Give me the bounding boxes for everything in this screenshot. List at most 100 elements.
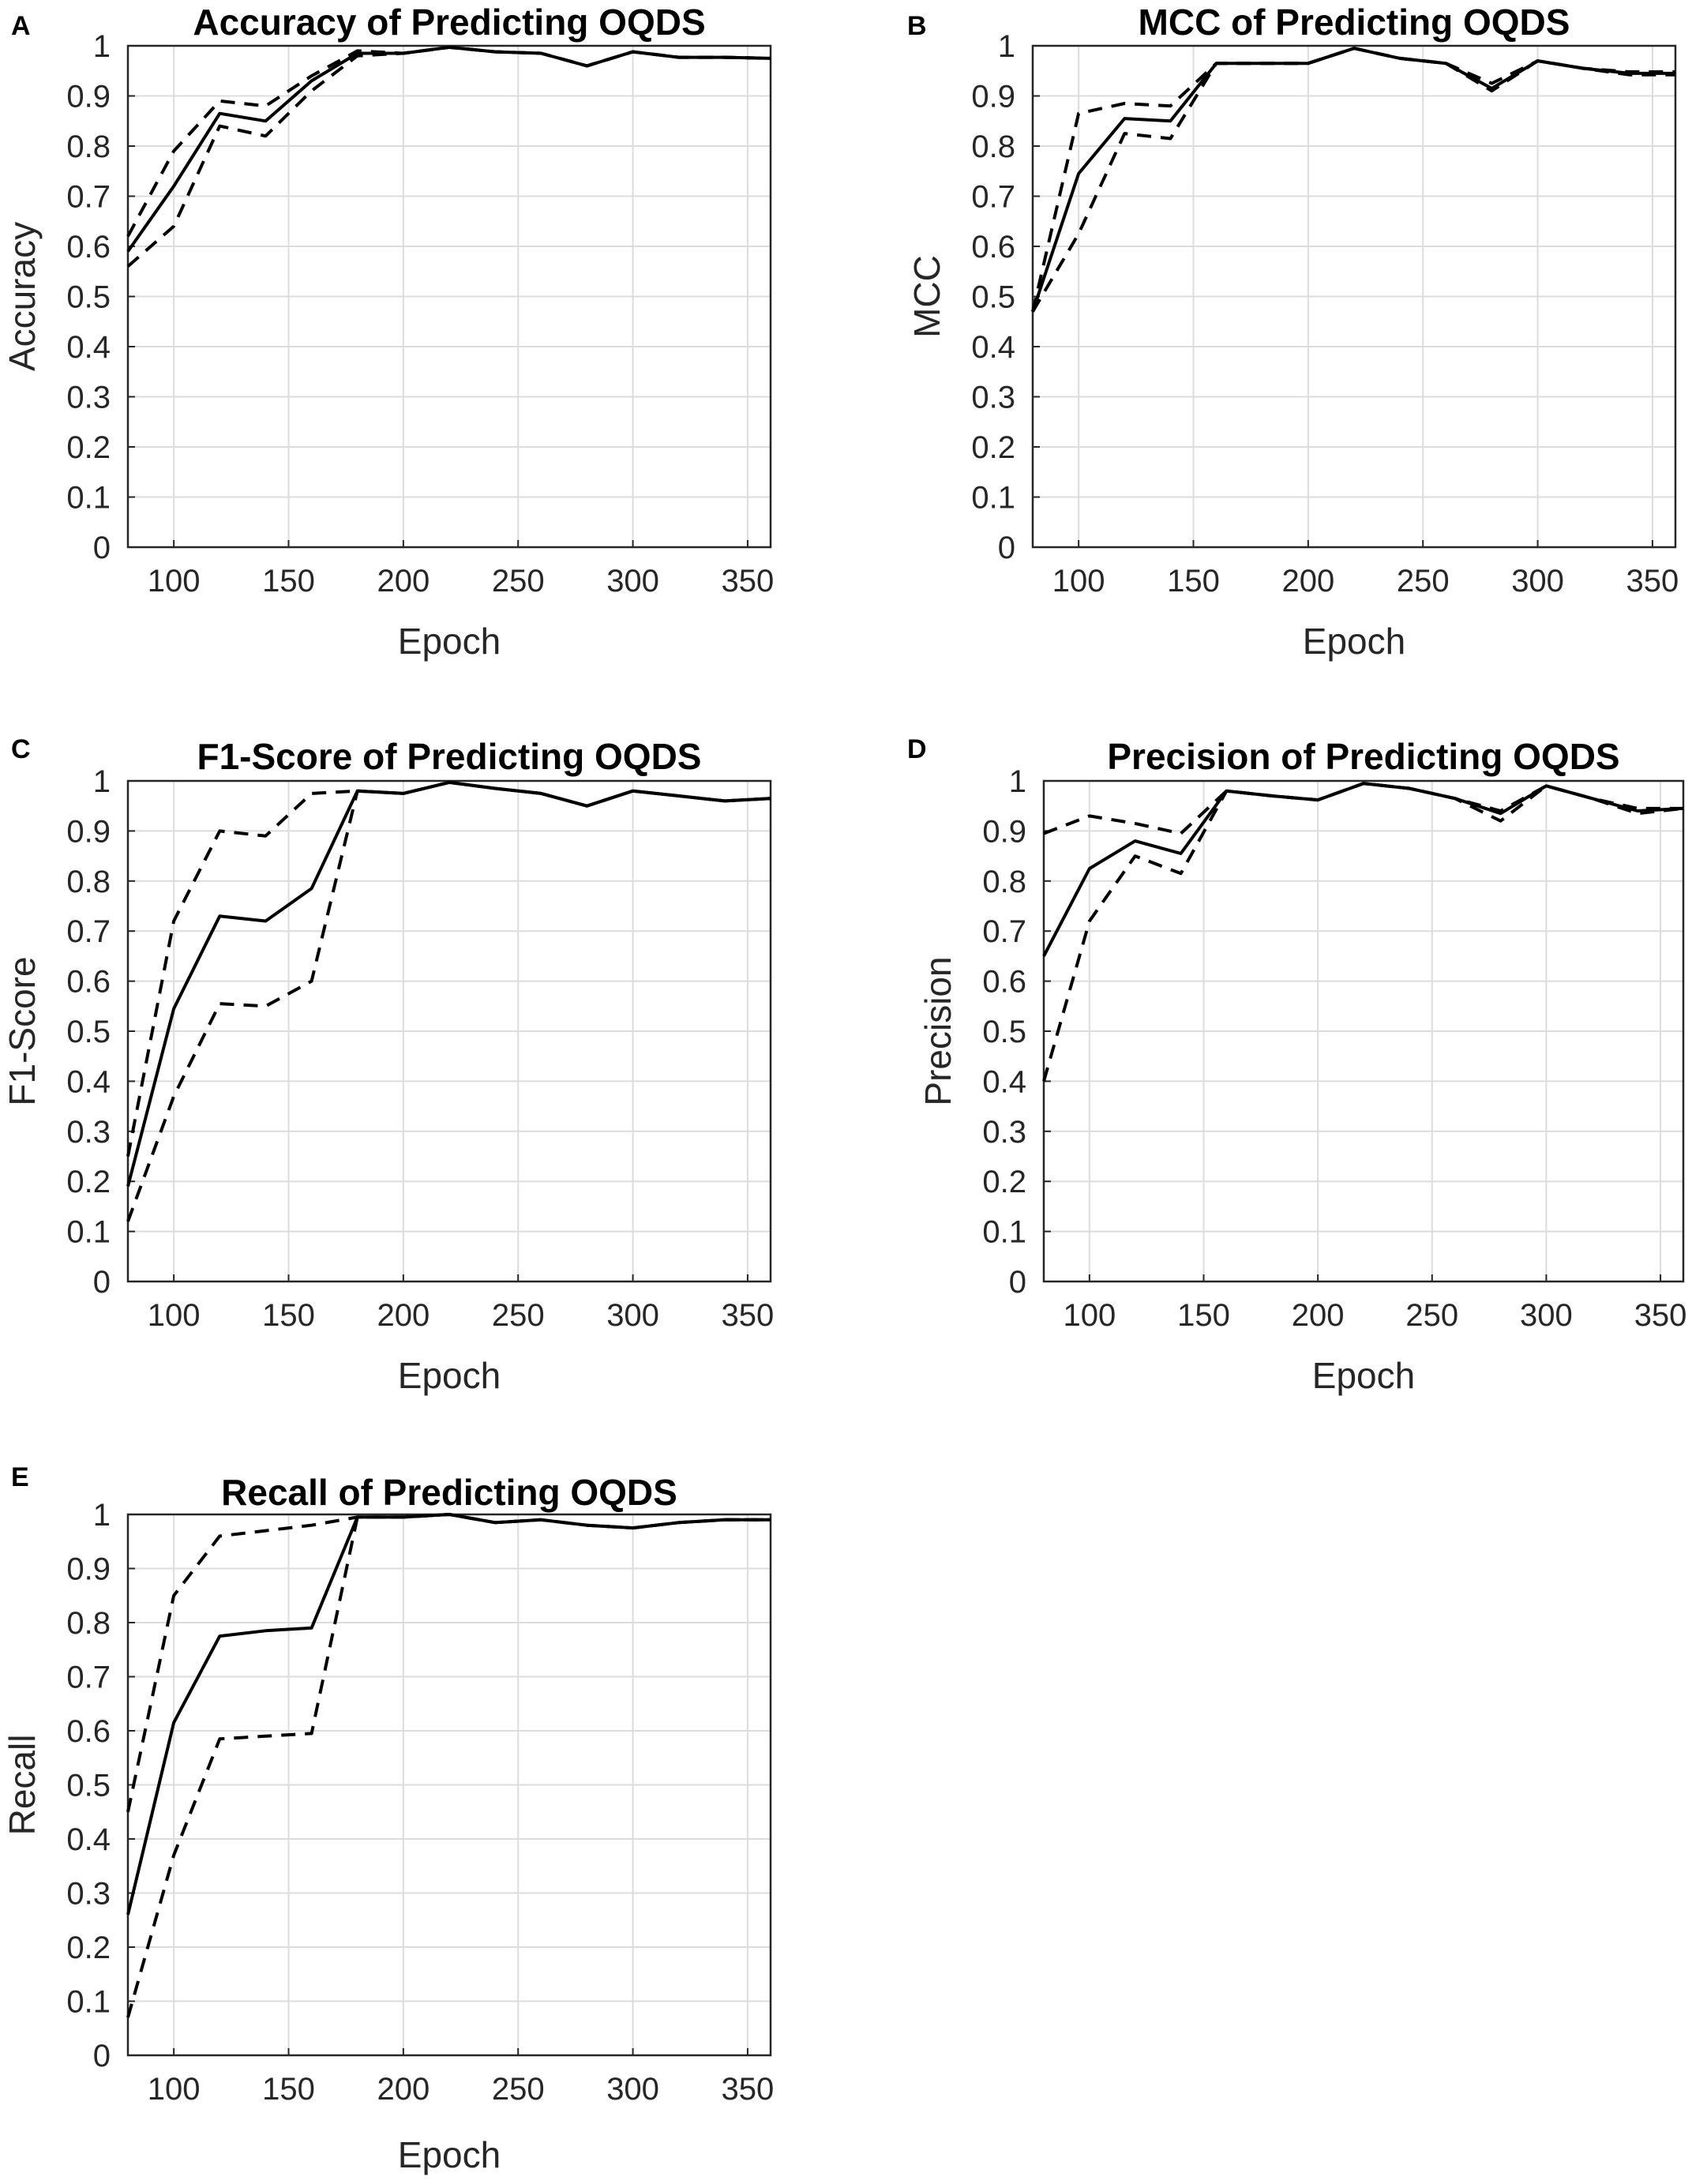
x-tick-label: 200 bbox=[377, 564, 430, 599]
x-tick-label: 200 bbox=[1281, 564, 1334, 599]
x-tick-label: 150 bbox=[262, 2072, 315, 2107]
y-tick-label: 0.3 bbox=[971, 381, 1015, 415]
series-line-mean bbox=[126, 780, 771, 1188]
x-tick-label: 300 bbox=[606, 2072, 659, 2107]
chart-panel-c: 0 0.1 0.2 0.3 0.4 0.5 0.6 0.7 0.8 0.9 1 100 150 200 25… bbox=[2, 734, 774, 1396]
series-line-mean bbox=[1031, 47, 1675, 313]
y-tick-label: 0.9 bbox=[66, 1552, 111, 1587]
y-tick-label: 0.7 bbox=[982, 914, 1026, 949]
y-tick-label: 0.8 bbox=[971, 129, 1015, 164]
y-tick-label: 0.5 bbox=[982, 1015, 1026, 1049]
x-tick-label: 250 bbox=[492, 1298, 545, 1333]
y-tick-label: 0.8 bbox=[66, 1606, 111, 1641]
x-tick-label: 300 bbox=[1511, 564, 1564, 599]
y-tick-label: 0.9 bbox=[66, 814, 111, 849]
series-line-upper-bound bbox=[126, 780, 771, 1157]
y-tick-label: 0 bbox=[1009, 1265, 1026, 1300]
x-tick-label: 350 bbox=[722, 1298, 775, 1333]
x-tick-label: 200 bbox=[377, 2072, 430, 2107]
x-tick-label: 100 bbox=[148, 2072, 201, 2107]
chart-panel-e: 0 0.1 0.2 0.3 0.4 0.5 0.6 0.7 0.8 0.9 1 100 150 200 25… bbox=[2, 1462, 774, 2175]
y-tick-label: 1 bbox=[93, 29, 111, 64]
y-tick-label: 0.2 bbox=[66, 1931, 111, 1965]
series-line-mean bbox=[126, 45, 771, 253]
x-tick-label: 250 bbox=[1405, 1298, 1458, 1333]
x-tick-label: 350 bbox=[1626, 564, 1679, 599]
y-tick-label: 0.6 bbox=[971, 230, 1015, 265]
chart-title: MCC of Predicting OQDS bbox=[1139, 2, 1570, 43]
chart-panel-a: 0 0.1 0.2 0.3 0.4 0.5 0.6 0.7 0.8 0.9 1 100 150 200 25… bbox=[2, 2, 774, 662]
y-tick-label: 0.4 bbox=[66, 1822, 111, 1857]
y-tick-label: 0.6 bbox=[66, 1714, 111, 1749]
x-tick-label: 150 bbox=[262, 564, 315, 599]
y-tick-label: 0.5 bbox=[66, 280, 111, 315]
x-tick-label: 100 bbox=[1052, 564, 1105, 599]
y-tick-label: 0.8 bbox=[982, 865, 1026, 899]
x-tick-label: 150 bbox=[262, 1298, 315, 1333]
series-line-upper-bound bbox=[126, 1513, 771, 1813]
x-axis-label: Epoch bbox=[1312, 1355, 1415, 1396]
y-tick-label: 0.1 bbox=[971, 481, 1015, 516]
series-line-upper-bound bbox=[126, 45, 771, 238]
y-tick-label: 0.9 bbox=[66, 80, 111, 114]
chart-panel-d: 0 0.1 0.2 0.3 0.4 0.5 0.6 0.7 0.8 0.9 1 100 150 200 25… bbox=[907, 734, 1686, 1396]
y-tick-label: 0.5 bbox=[66, 1015, 111, 1049]
y-tick-label: 0.1 bbox=[66, 1215, 111, 1250]
x-tick-label: 350 bbox=[722, 564, 775, 599]
x-axis-label: Epoch bbox=[398, 2134, 501, 2175]
x-tick-label: 300 bbox=[606, 564, 659, 599]
y-tick-label: 0.3 bbox=[982, 1115, 1026, 1150]
chart-panel-b: 0 0.1 0.2 0.3 0.4 0.5 0.6 0.7 0.8 0.9 1 100 150 200 25… bbox=[906, 2, 1679, 662]
series-line-lower-bound bbox=[1031, 47, 1675, 313]
y-tick-label: 1 bbox=[93, 1498, 111, 1533]
series-line-mean bbox=[126, 1513, 771, 1916]
panel-letter: E bbox=[11, 1462, 29, 1492]
chart-title: F1-Score of Predicting OQDS bbox=[197, 736, 702, 777]
y-tick-label: 0.5 bbox=[971, 280, 1015, 315]
series-line-lower-bound bbox=[126, 1513, 771, 2018]
y-tick-label: 1 bbox=[998, 29, 1015, 64]
series-line-upper-bound bbox=[1043, 782, 1683, 835]
x-tick-label: 300 bbox=[606, 1298, 659, 1333]
x-tick-label: 250 bbox=[492, 2072, 545, 2107]
series-line-mean bbox=[1042, 782, 1684, 957]
y-tick-label: 0 bbox=[93, 2039, 111, 2073]
y-axis-label: MCC bbox=[906, 255, 947, 338]
x-tick-label: 200 bbox=[377, 1298, 430, 1333]
y-tick-label: 0.3 bbox=[66, 1115, 111, 1150]
y-tick-label: 0 bbox=[93, 531, 111, 565]
x-tick-label: 350 bbox=[722, 2072, 775, 2107]
y-tick-label: 0 bbox=[998, 531, 1015, 565]
series-line-lower-bound bbox=[1042, 782, 1684, 1082]
y-tick-label: 0.5 bbox=[66, 1769, 111, 1803]
y-tick-label: 1 bbox=[93, 764, 111, 799]
y-tick-label: 0.6 bbox=[66, 230, 111, 265]
y-axis-label: F1-Score bbox=[2, 956, 43, 1105]
y-tick-label: 0.2 bbox=[982, 1165, 1026, 1199]
panel-letter: B bbox=[907, 11, 927, 41]
y-tick-label: 0.2 bbox=[971, 430, 1015, 465]
x-axis-label: Epoch bbox=[1303, 621, 1405, 662]
y-tick-label: 0.7 bbox=[66, 1661, 111, 1695]
y-tick-label: 0.8 bbox=[66, 865, 111, 899]
x-tick-label: 100 bbox=[148, 564, 201, 599]
x-tick-label: 100 bbox=[1063, 1298, 1116, 1333]
y-tick-label: 0.4 bbox=[66, 1064, 111, 1099]
y-tick-label: 0.6 bbox=[66, 965, 111, 1000]
series-line-lower-bound bbox=[126, 780, 771, 1222]
x-tick-label: 350 bbox=[1634, 1298, 1687, 1333]
x-tick-label: 150 bbox=[1167, 564, 1220, 599]
y-tick-label: 0.3 bbox=[66, 1877, 111, 1912]
y-tick-label: 0.4 bbox=[971, 330, 1015, 365]
chart-title: Accuracy of Predicting OQDS bbox=[193, 2, 705, 43]
y-tick-label: 0 bbox=[93, 1265, 111, 1300]
panel-letter: A bbox=[11, 11, 31, 41]
y-tick-label: 0.2 bbox=[66, 430, 111, 465]
y-tick-label: 0.4 bbox=[66, 330, 111, 365]
x-tick-label: 300 bbox=[1520, 1298, 1573, 1333]
y-tick-label: 0.1 bbox=[982, 1215, 1026, 1250]
y-tick-label: 0.6 bbox=[982, 965, 1026, 1000]
series-line-lower-bound bbox=[126, 45, 771, 268]
x-tick-label: 250 bbox=[492, 564, 545, 599]
